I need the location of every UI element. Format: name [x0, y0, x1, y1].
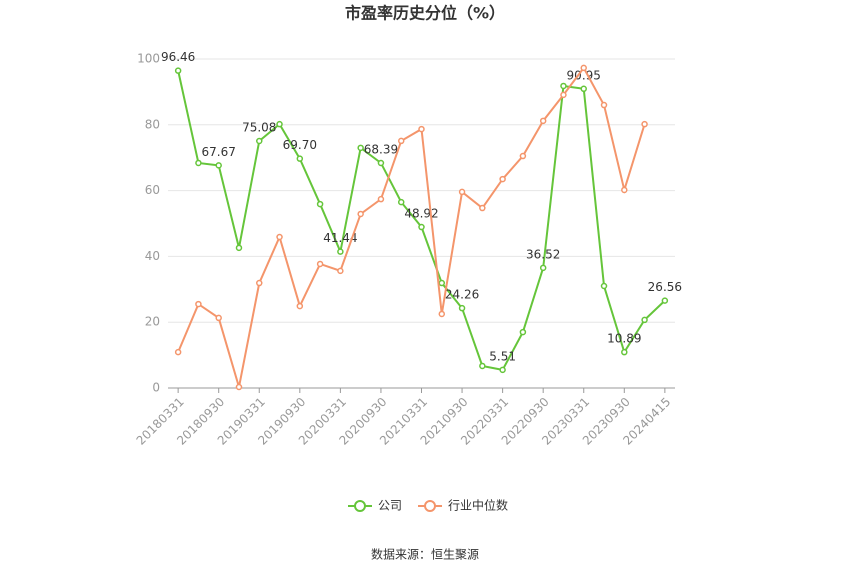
y-tick-label: 20	[145, 315, 160, 329]
chart-title: 市盈率历史分位（%）	[345, 4, 505, 23]
data-point	[276, 233, 283, 241]
data-point	[661, 297, 669, 304]
data-point	[337, 248, 344, 255]
data-label: 67.67	[202, 145, 236, 159]
data-point	[560, 82, 567, 90]
data-point	[256, 137, 263, 145]
source-note: 数据来源：恒生聚源	[371, 547, 479, 562]
data-label: 68.39	[364, 142, 398, 156]
y-tick-label: 80	[145, 117, 160, 131]
y-tick-label: 100	[137, 52, 160, 66]
data-point	[458, 304, 466, 312]
data-point	[316, 200, 324, 208]
data-point	[296, 155, 304, 162]
data-point	[479, 204, 486, 212]
data-label: 26.56	[648, 280, 682, 294]
data-point	[195, 300, 202, 308]
data-point	[296, 302, 304, 310]
data-point	[519, 152, 527, 160]
data-point	[235, 383, 243, 391]
data-point	[600, 282, 608, 290]
data-point	[641, 120, 648, 128]
data-point	[397, 198, 405, 206]
data-point	[357, 144, 364, 152]
legend-label: 公司	[378, 499, 402, 513]
data-label: 41.44	[323, 231, 357, 245]
data-label: 5.51	[489, 349, 516, 363]
data-label: 10.89	[607, 332, 641, 346]
data-point	[621, 348, 628, 356]
data-point	[438, 310, 446, 318]
data-label: 48.92	[404, 207, 438, 221]
legend-marker	[354, 500, 366, 512]
data-label: 24.26	[445, 288, 479, 302]
data-point	[479, 362, 486, 370]
data-point	[174, 348, 182, 356]
data-point	[195, 159, 202, 167]
data-point	[174, 67, 182, 74]
data-point	[641, 316, 648, 324]
y-tick-label: 0	[152, 381, 160, 395]
data-point	[377, 195, 385, 203]
data-point	[539, 117, 547, 125]
data-point	[235, 244, 243, 252]
data-point	[316, 260, 324, 268]
data-point	[519, 328, 527, 336]
data-point	[539, 264, 547, 272]
data-point	[377, 159, 385, 167]
data-point	[357, 210, 364, 218]
data-point	[215, 314, 222, 322]
data-label: 69.70	[283, 138, 317, 152]
data-point	[256, 279, 263, 287]
data-point	[499, 175, 506, 183]
y-tick-label: 60	[145, 183, 160, 197]
data-label: 75.08	[242, 120, 276, 134]
legend-marker	[424, 500, 437, 512]
data-point	[276, 120, 283, 128]
series-line	[177, 66, 646, 388]
data-point	[560, 91, 567, 99]
data-point	[458, 188, 466, 196]
data-label: 36.52	[526, 247, 560, 261]
data-point	[337, 267, 344, 275]
data-point	[438, 279, 446, 287]
legend-label: 行业中位数	[448, 498, 508, 513]
data-point	[418, 223, 425, 231]
y-tick-label: 40	[145, 249, 160, 263]
data-point	[580, 64, 587, 72]
data-point	[621, 186, 628, 194]
data-point	[215, 162, 222, 169]
data-point	[580, 85, 587, 93]
data-point	[600, 101, 608, 109]
data-point	[418, 125, 425, 133]
data-point	[397, 137, 405, 145]
data-label: 96.46	[161, 50, 195, 64]
data-point	[499, 366, 506, 374]
